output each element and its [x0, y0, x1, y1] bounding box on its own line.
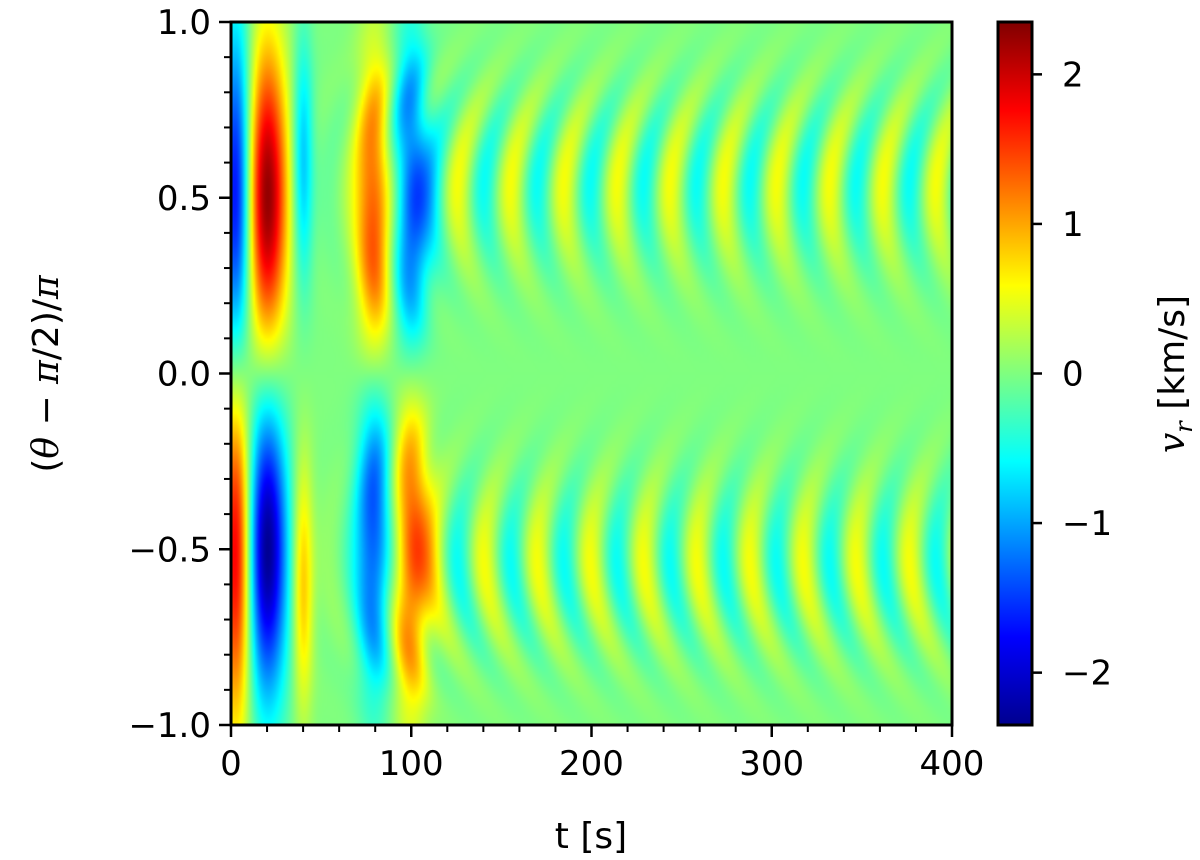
colorbar-tick-label: 0 — [1062, 355, 1084, 395]
x-axis-label: t [s] — [555, 816, 627, 857]
y-tick-label: 1.0 — [157, 3, 211, 43]
x-tick-label: 400 — [920, 744, 985, 784]
y-axis-label: (θ − π/2)/π — [26, 274, 67, 473]
heatmap — [229, 20, 954, 727]
x-axis-ticks: 0 100 200 300 400 — [220, 725, 984, 784]
x-tick-label: 300 — [739, 744, 804, 784]
colorbar-gradient — [996, 20, 1034, 727]
y-tick-label: −0.5 — [128, 530, 211, 570]
svg-text:vr [km/s]: vr [km/s] — [1152, 295, 1198, 453]
colorbar-tick-label: 1 — [1062, 205, 1084, 245]
heatmap-image — [231, 22, 952, 725]
colorbar-tick-label: −1 — [1062, 504, 1112, 544]
x-tick-label: 200 — [559, 744, 624, 784]
y-tick-label: 0.5 — [157, 179, 211, 219]
svg-text:(θ − π/2)/π: (θ − π/2)/π — [26, 274, 67, 473]
colorbar-ticks: 2 1 0 −1 −2 — [1032, 55, 1112, 694]
colorbar-tick-label: −2 — [1062, 654, 1112, 694]
colorbar-tick-label: 2 — [1062, 55, 1084, 95]
y-tick-label: −1.0 — [128, 706, 211, 746]
colorbar: 2 1 0 −1 −2 vr [km/s] — [996, 20, 1198, 727]
y-tick-label: 0.0 — [157, 355, 211, 395]
y-axis-ticks: 1.0 0.5 0.0 −0.5 −1.0 — [128, 3, 231, 746]
x-tick-label: 100 — [379, 744, 444, 784]
x-tick-label: 0 — [220, 744, 242, 784]
colorbar-label: vr [km/s] — [1152, 295, 1198, 453]
